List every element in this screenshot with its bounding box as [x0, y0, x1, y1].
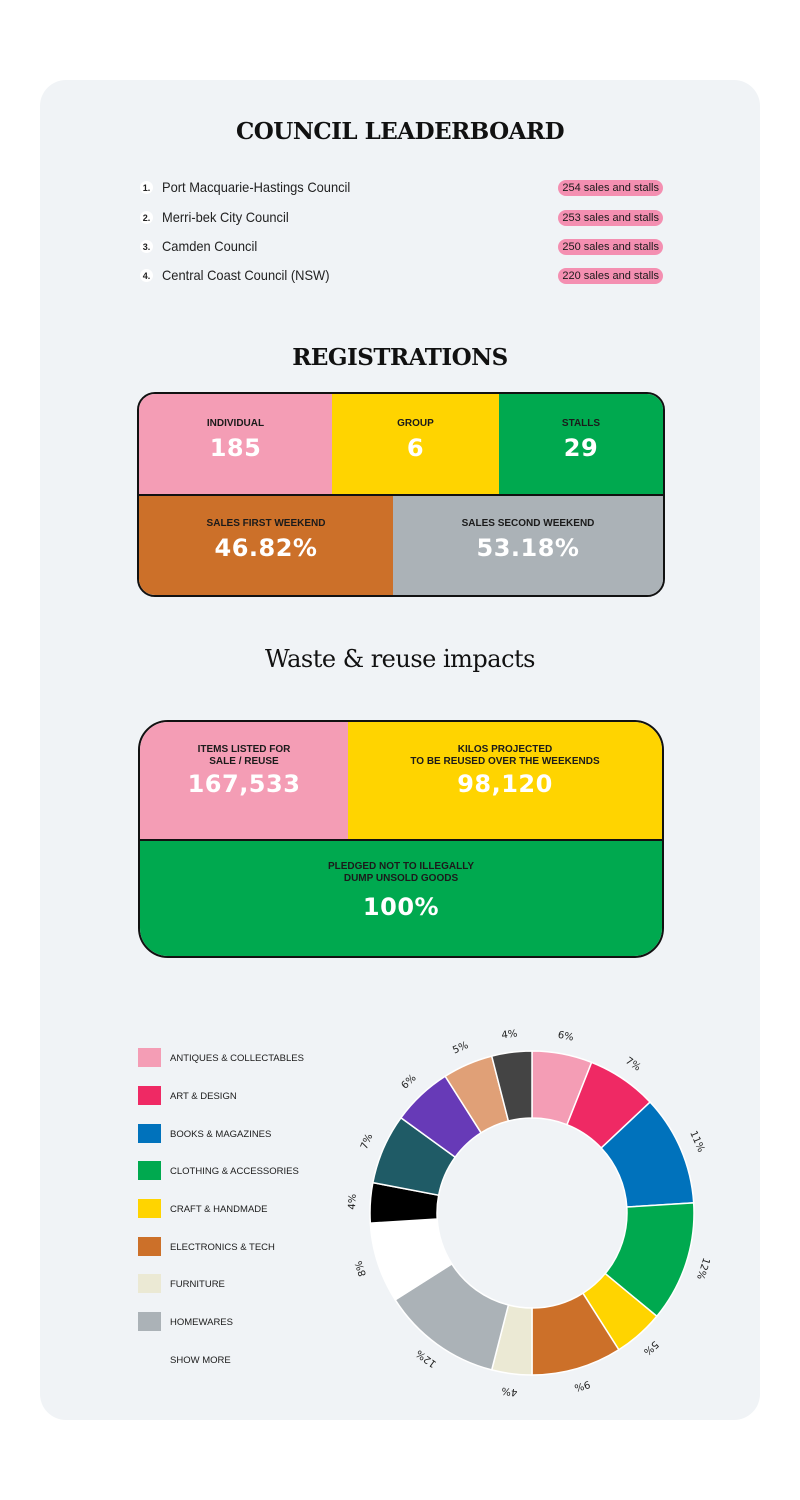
pledged-label-line1: PLEDGED NOT TO ILLEGALLY — [327, 861, 475, 872]
leaderboard-row: 3. Camden Council 250 sales and stalls — [140, 238, 665, 259]
leaderboard-rank: 4. — [140, 269, 153, 282]
registrations-box: INDIVIDUAL 185 GROUP 6 STALLS 29 SALES F… — [137, 392, 665, 597]
legend-label: HOMEWARES — [170, 1317, 233, 1328]
legend-swatch — [138, 1312, 161, 1331]
leaderboard-council-name: Central Coast Council (NSW) — [162, 267, 330, 283]
leaderboard-title: COUNCIL LEADERBOARD — [235, 118, 565, 145]
legend-swatch — [138, 1048, 161, 1067]
leaderboard-rank: 3. — [140, 240, 153, 253]
group-label: GROUP — [397, 418, 434, 429]
pledged-cell: PLEDGED NOT TO ILLEGALLY DUMP UNSOLD GOO… — [140, 841, 662, 956]
kilos-value: 98,120 — [457, 770, 553, 798]
first-weekend-label: SALES FIRST WEEKEND — [206, 518, 326, 529]
leaderboard-council-name: Camden Council — [162, 238, 258, 254]
legend-label: ANTIQUES & COLLECTABLES — [170, 1053, 304, 1064]
legend-label: ELECTRONICS & TECH — [170, 1242, 275, 1253]
stalls-value: 29 — [563, 434, 599, 462]
legend-label: CLOTHING & ACCESSORIES — [170, 1166, 299, 1177]
leaderboard-badge: 220 sales and stalls — [558, 268, 663, 284]
second-weekend-cell: SALES SECOND WEEKEND 53.18% — [393, 496, 663, 595]
show-more-button[interactable]: SHOW MORE — [170, 1355, 231, 1366]
group-value: 6 — [406, 434, 425, 462]
legend-swatch — [138, 1124, 161, 1143]
items-listed-label-line2: SALE / REUSE — [209, 756, 279, 767]
leaderboard-badge: 250 sales and stalls — [558, 239, 663, 255]
first-weekend-cell: SALES FIRST WEEKEND 46.82% — [139, 496, 393, 595]
pledged-value: 100% — [362, 893, 440, 921]
impacts-title: Waste & reuse impacts — [265, 645, 535, 673]
group-cell: GROUP 6 — [332, 394, 499, 494]
items-listed-cell: ITEMS LISTED FOR SALE / REUSE 167,533 — [140, 722, 348, 839]
legend-swatch — [138, 1237, 161, 1256]
leaderboard-rank: 2. — [140, 211, 153, 224]
leaderboard-row: 4. Central Coast Council (NSW) 220 sales… — [140, 267, 665, 288]
kilos-label-line2: TO BE REUSED OVER THE WEEKENDS — [410, 756, 600, 767]
legend-label: BOOKS & MAGAZINES — [170, 1129, 272, 1140]
divider — [140, 839, 662, 841]
leaderboard-badge: 254 sales and stalls — [558, 180, 663, 196]
second-weekend-label: SALES SECOND WEEKEND — [461, 518, 595, 529]
first-weekend-value: 46.82% — [214, 534, 318, 562]
leaderboard-row: 1. Port Macquarie-Hastings Council 254 s… — [140, 179, 665, 200]
individual-label: INDIVIDUAL — [206, 418, 265, 429]
individual-value: 185 — [209, 434, 262, 462]
leaderboard-rank: 1. — [140, 181, 153, 194]
leaderboard-badge: 253 sales and stalls — [558, 210, 663, 226]
second-weekend-value: 53.18% — [476, 534, 580, 562]
kilos-label-line1: KILOS PROJECTED — [457, 744, 553, 755]
legend-swatch — [138, 1086, 161, 1105]
legend-label: CRAFT & HANDMADE — [170, 1204, 268, 1215]
items-listed-value: 167,533 — [187, 770, 301, 798]
legend-swatch — [138, 1199, 161, 1218]
legend-label: ART & DESIGN — [170, 1091, 237, 1102]
individual-cell: INDIVIDUAL 185 — [139, 394, 332, 494]
pledged-label-line2: DUMP UNSOLD GOODS — [343, 873, 459, 884]
stalls-label: STALLS — [561, 418, 601, 429]
kilos-cell: KILOS PROJECTED TO BE REUSED OVER THE WE… — [348, 722, 662, 839]
legend-swatch — [138, 1161, 161, 1180]
legend-label: FURNITURE — [170, 1279, 225, 1290]
leaderboard-council-name: Port Macquarie-Hastings Council — [162, 179, 351, 195]
legend-swatch — [138, 1274, 161, 1293]
impacts-box: ITEMS LISTED FOR SALE / REUSE 167,533 KI… — [138, 720, 664, 958]
leaderboard-row: 2. Merri-bek City Council 253 sales and … — [140, 209, 665, 230]
leaderboard-council-name: Merri-bek City Council — [162, 209, 289, 225]
items-listed-label-line1: ITEMS LISTED FOR — [197, 744, 291, 755]
stalls-cell: STALLS 29 — [499, 394, 663, 494]
registrations-title: REGISTRATIONS — [292, 344, 508, 371]
divider — [139, 494, 663, 496]
